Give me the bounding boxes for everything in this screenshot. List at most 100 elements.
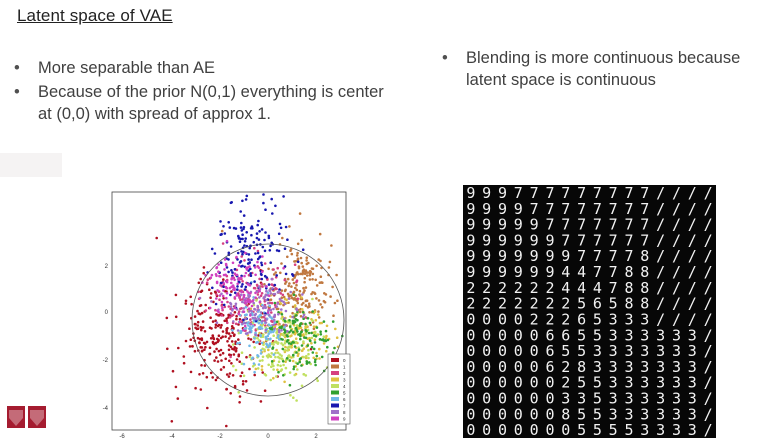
scatter-point (263, 313, 267, 317)
decoded-digit: / (688, 247, 697, 265)
scatter-point (318, 357, 321, 360)
scatter-point (237, 312, 241, 316)
scatter-point (170, 420, 174, 423)
scatter-point (227, 348, 231, 352)
scatter-point (265, 318, 268, 321)
scatter-point (294, 286, 297, 290)
decoded-digit: 3 (640, 374, 649, 392)
scatter-point (191, 344, 194, 348)
scatter-point (201, 349, 204, 353)
decoded-digit: / (656, 185, 665, 202)
scatter-point (310, 345, 314, 349)
decoded-digit: 3 (640, 390, 649, 408)
scatter-point (237, 354, 240, 358)
scatter-point (311, 310, 314, 313)
legend-label: 3 (343, 378, 346, 383)
scatter-point (326, 338, 330, 342)
scatter-point (230, 362, 233, 365)
scatter-point (229, 293, 232, 297)
scatter-point (262, 201, 265, 205)
decoded-digit: 0 (466, 374, 475, 392)
scatter-point (242, 293, 246, 297)
decoded-digit: 0 (514, 342, 523, 360)
decoded-digit: 0 (530, 374, 539, 392)
decoded-digit: 7 (530, 185, 539, 202)
scatter-point (248, 344, 251, 348)
scatter-point (215, 281, 219, 285)
scatter-point (319, 275, 323, 278)
scatter-point (252, 340, 255, 344)
scatter-point (336, 345, 340, 349)
y-axis-ticks: 2 0 -2 -4 (103, 264, 109, 412)
scatter-point (225, 296, 228, 300)
scatter-point (302, 333, 305, 336)
decoded-digit: 0 (561, 421, 570, 438)
scatter-point (243, 240, 247, 243)
scatter-point (198, 304, 202, 308)
decoded-digit: 3 (640, 342, 649, 360)
scatter-point (280, 325, 283, 328)
scatter-point (264, 231, 267, 234)
scatter-point (221, 306, 224, 310)
scatter-point (252, 296, 255, 299)
scatter-point (270, 301, 274, 305)
scatter-point (240, 351, 244, 354)
decoded-digit: 7 (545, 200, 554, 218)
scatter-point (289, 329, 293, 332)
scatter-point (296, 318, 299, 322)
digit-cells: 9 9 9 7 7 7 7 7 7 7 7 7// //9 9 9 9 7 7 7 7 7 7 7 7// //9 9 9 9 9 7 7 7… (466, 184, 712, 439)
decoded-digit: 9 (498, 231, 507, 249)
scatter-point (291, 274, 295, 277)
scatter-point (199, 325, 203, 329)
scatter-point (236, 251, 240, 255)
scatter-point (222, 278, 225, 281)
scatter-point (273, 283, 277, 287)
scatter-point (267, 283, 271, 286)
scatter-point (200, 346, 204, 349)
scatter-point (311, 319, 314, 322)
decoded-digit: 0 (498, 358, 507, 376)
x-axis-ticks: -6 -4 -2 0 2 (119, 434, 318, 440)
scatter-point (324, 336, 328, 340)
scatter-point (277, 370, 280, 374)
scatter-point (292, 396, 295, 399)
scatter-point (276, 368, 279, 372)
x-tick-label: 2 (314, 434, 318, 440)
decoded-digit: 2 (561, 358, 570, 376)
scatter-point (304, 322, 307, 326)
scatter-point (256, 354, 259, 357)
decoded-digit: 9 (514, 247, 523, 265)
decoded-digit: 0 (545, 405, 554, 423)
scatter-point (311, 297, 314, 301)
scatter-point (301, 315, 305, 319)
decoded-digit: 9 (530, 247, 539, 265)
decoded-digit: 0 (498, 374, 507, 392)
decoded-digit: 5 (577, 421, 586, 438)
scatter-point (321, 281, 324, 284)
decoded-digit: 7 (593, 247, 602, 265)
decoded-digit: 8 (577, 358, 586, 376)
scatter-point (250, 357, 254, 360)
scatter-point (245, 355, 248, 359)
decoded-digit: 0 (466, 421, 475, 438)
scatter-point (232, 343, 235, 346)
scatter-point (241, 300, 244, 304)
scatter-point (304, 304, 308, 307)
scatter-point (262, 343, 265, 346)
decoded-digit: 3 (688, 342, 697, 360)
scatter-point (189, 295, 192, 299)
scatter-point (217, 310, 220, 314)
scatter-point (269, 308, 273, 312)
scatter-point (219, 233, 222, 236)
scatter-point (283, 317, 286, 320)
scatter-point (227, 332, 231, 335)
scatter-point (260, 282, 263, 286)
scatter-point (243, 324, 247, 328)
scatter-point (308, 274, 312, 277)
scatter-point (225, 317, 228, 321)
decoded-digit: 2 (561, 295, 570, 313)
decoded-digit: 0 (545, 374, 554, 392)
decoded-digit: 9 (561, 247, 570, 265)
scatter-point (285, 334, 289, 337)
scatter-point (242, 225, 246, 229)
